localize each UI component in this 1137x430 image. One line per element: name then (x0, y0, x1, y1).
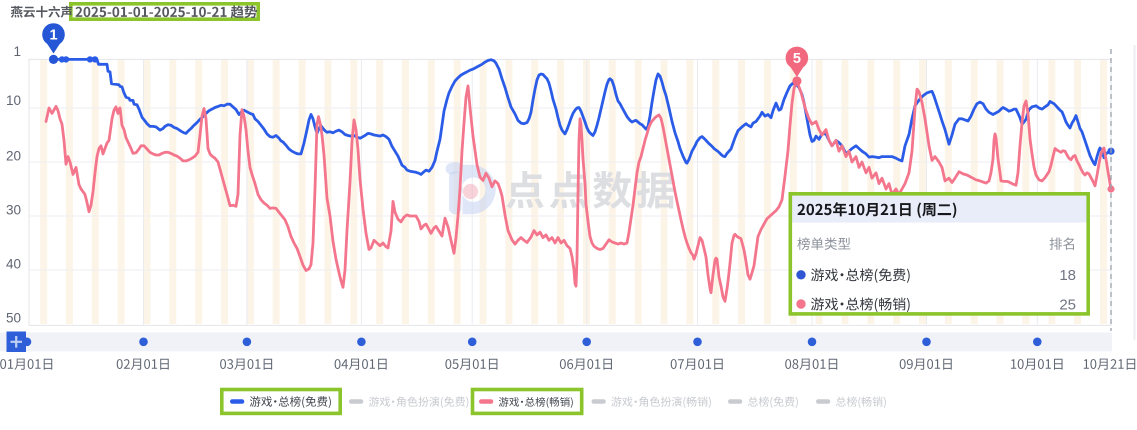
svg-text:1: 1 (49, 28, 57, 44)
svg-text:20: 20 (6, 148, 21, 163)
svg-text:1: 1 (13, 44, 21, 59)
svg-text:30: 30 (6, 202, 21, 217)
svg-text:50: 50 (6, 310, 21, 325)
svg-text:25: 25 (1059, 296, 1076, 313)
svg-text:40: 40 (6, 257, 21, 272)
svg-text:18: 18 (1059, 267, 1076, 284)
svg-text:5: 5 (793, 51, 801, 67)
svg-text:10: 10 (6, 93, 21, 108)
